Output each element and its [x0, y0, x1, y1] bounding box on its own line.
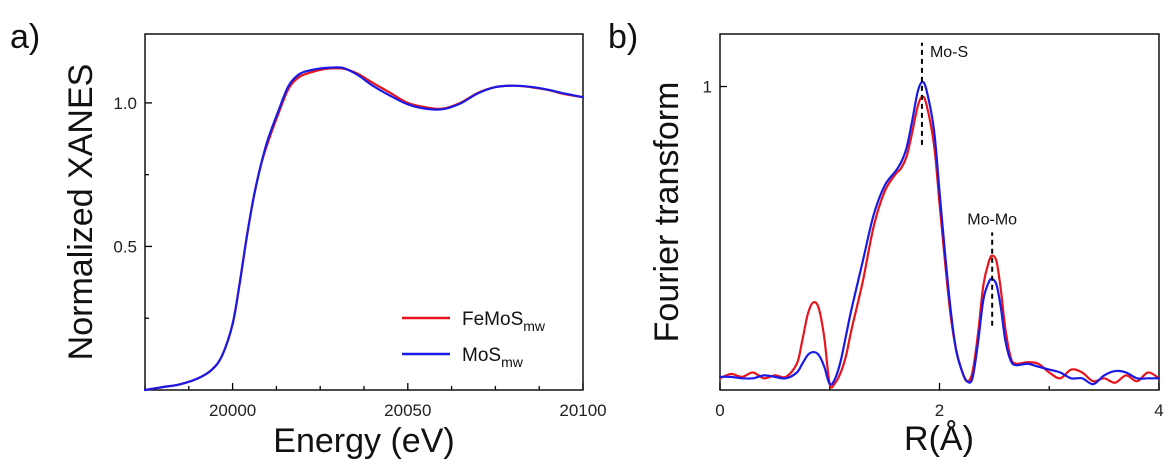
panel-a-x-tick-label: 20050	[384, 401, 431, 420]
legend-label-mos: MoSmw	[462, 345, 524, 370]
panel-b-y-tick-label: 1	[703, 78, 712, 97]
panel-a-x-tick-label: 20000	[209, 401, 256, 420]
panel-a-xanes-chart: a) 20000 20050 20100 0.5 1.0 Energy (eV) Nor…	[10, 18, 607, 460]
panel-a-series-mos	[143, 66, 585, 392]
panel-a-ticks: 20000 20050 20100 0.5 1.0	[113, 94, 606, 420]
panel-b-series-mos	[718, 80, 1161, 386]
panel-a-y-axis-label: Normalized XANES	[62, 64, 100, 361]
annotation-label: Mo-Mo	[967, 211, 1017, 228]
panel-a-legend: FeMoSmw MoSmw	[402, 309, 546, 370]
annotation-label: Mo-S	[930, 44, 968, 61]
panel-b-series-femos	[718, 95, 1161, 389]
panel-a-x-tick-label: 20100	[559, 401, 606, 420]
panel-b-ticks: 0 2 4 1	[703, 78, 1164, 420]
panel-a-y-tick-label: 1.0	[113, 94, 137, 113]
panel-b-y-axis-label: Fourier transform	[648, 82, 686, 343]
panel-a-series	[143, 66, 585, 392]
panel-b-x-tick-label: 2	[935, 401, 944, 420]
panel-b-x-axis-label: R(Å)	[904, 420, 974, 458]
panel-b-x-tick-label: 0	[715, 401, 724, 420]
panel-a-label: a)	[10, 18, 40, 56]
panel-a-plot-frame	[144, 33, 584, 391]
panel-a-y-tick-label: 0.5	[113, 237, 137, 256]
panel-b-ft-chart: b) 0 2 4 1 Mo-S Mo-Mo R(Å) Fourier transform	[608, 18, 1164, 458]
panel-a-x-axis-label: Energy (eV)	[273, 422, 454, 460]
panel-a-series-femos	[143, 67, 585, 392]
panel-b-label: b)	[608, 18, 638, 56]
panel-b-x-tick-label: 4	[1154, 401, 1163, 420]
legend-label-femos: FeMoSmw	[462, 309, 546, 334]
panel-b-series	[718, 80, 1161, 389]
panel-b-annotations: Mo-S Mo-Mo	[920, 42, 1017, 326]
